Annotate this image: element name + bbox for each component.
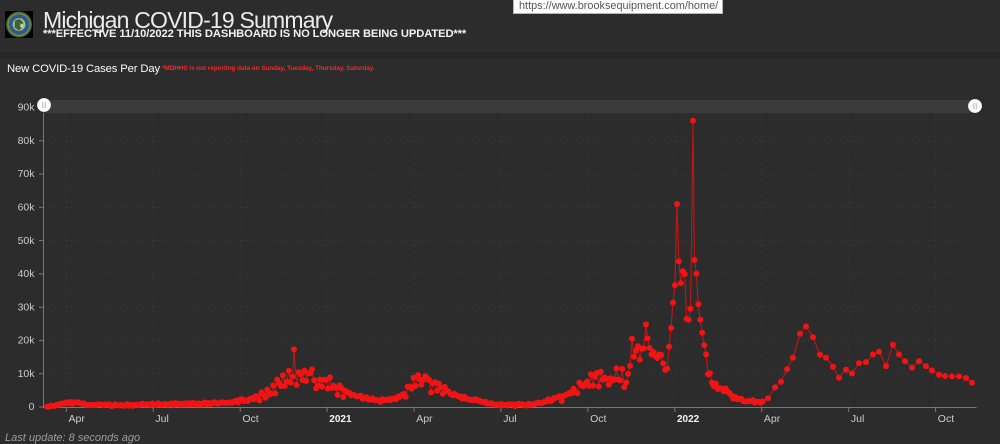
svg-text:Oct: Oct: [938, 413, 954, 425]
svg-text:60k: 60k: [18, 202, 36, 214]
svg-text:80k: 80k: [18, 135, 36, 147]
svg-text:70k: 70k: [18, 168, 36, 180]
svg-text:Oct: Oct: [242, 413, 258, 425]
svg-text:Apr: Apr: [416, 413, 433, 425]
svg-text:30k: 30k: [18, 301, 36, 313]
svg-text:20k: 20k: [18, 335, 36, 347]
svg-text:Oct: Oct: [590, 413, 606, 425]
svg-text:10k: 10k: [18, 368, 36, 380]
svg-text:2022: 2022: [677, 414, 700, 425]
svg-text:2021: 2021: [329, 414, 352, 425]
svg-text:50k: 50k: [18, 235, 36, 247]
svg-text:Apr: Apr: [69, 413, 86, 425]
svg-text:Jul: Jul: [503, 413, 516, 425]
svg-text:Jul: Jul: [851, 413, 864, 425]
svg-text:0: 0: [29, 401, 35, 413]
svg-text:Jul: Jul: [155, 413, 168, 425]
svg-text:Apr: Apr: [764, 413, 781, 425]
svg-text:40k: 40k: [18, 268, 36, 280]
svg-text:90k: 90k: [18, 102, 36, 114]
